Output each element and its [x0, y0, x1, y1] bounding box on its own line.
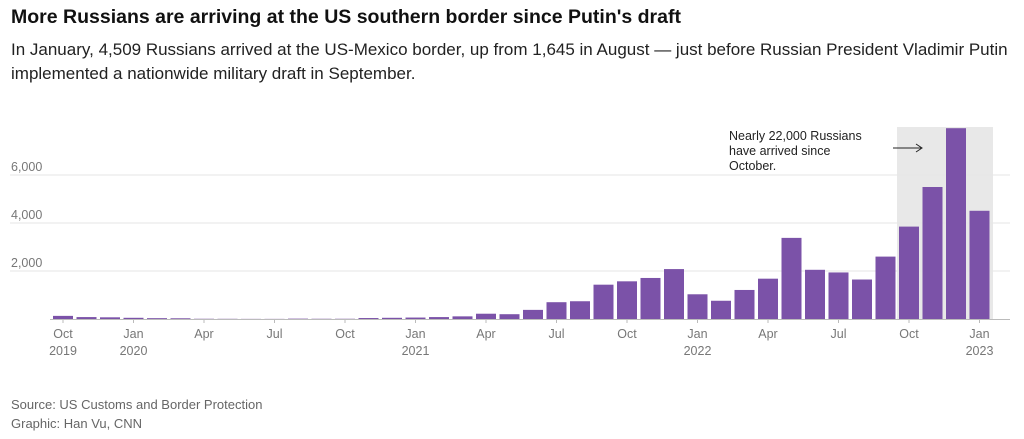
x-tick-label: Jan	[969, 327, 989, 341]
bar	[852, 279, 872, 319]
x-tick-label: Oct	[335, 327, 355, 341]
bar	[946, 128, 966, 319]
x-tick-year-label: 2019	[49, 344, 77, 358]
annotation-line: have arrived since	[729, 144, 830, 158]
annotation-arrowhead	[915, 143, 923, 153]
bar	[899, 226, 919, 319]
x-tick-label: Apr	[758, 327, 777, 341]
annotation-line: October.	[729, 159, 776, 173]
x-tick-label: Jan	[123, 327, 143, 341]
bar	[640, 277, 661, 319]
bar	[922, 187, 943, 319]
bar	[570, 301, 590, 319]
bar	[828, 272, 849, 319]
bar	[758, 278, 778, 319]
bar	[546, 302, 567, 319]
bar	[781, 237, 802, 319]
bar	[452, 316, 473, 319]
chart-title: More Russians are arriving at the US sou…	[11, 6, 681, 28]
bar	[429, 317, 449, 319]
graphic-credit: Graphic: Han Vu, CNN	[11, 416, 143, 431]
x-tick-label: Oct	[617, 327, 637, 341]
chart-subtitle: In January, 4,509 Russians arrived at th…	[11, 40, 1008, 83]
bar	[875, 256, 896, 319]
x-tick-label: Jul	[267, 327, 283, 341]
y-tick-label: 6,000	[11, 160, 42, 174]
x-tick-label: Apr	[476, 327, 495, 341]
bar	[382, 317, 402, 319]
bar	[664, 269, 684, 319]
bar	[76, 317, 97, 319]
bar	[123, 317, 144, 319]
bar	[405, 317, 426, 319]
x-tick-label: Apr	[194, 327, 213, 341]
bar	[499, 314, 520, 319]
x-tick-label: Jan	[687, 327, 707, 341]
x-tick-label: Jul	[831, 327, 847, 341]
x-tick-label: Oct	[899, 327, 919, 341]
y-tick-label: 4,000	[11, 208, 42, 222]
x-tick-label: Jan	[405, 327, 425, 341]
bar	[969, 210, 990, 319]
bar	[523, 309, 543, 319]
y-tick-label: 2,000	[11, 256, 42, 270]
bar	[711, 300, 731, 319]
bar	[617, 281, 637, 319]
bar	[687, 294, 708, 319]
x-tick-year-label: 2022	[684, 344, 712, 358]
bar	[147, 318, 167, 319]
annotation-line: Nearly 22,000 Russians	[729, 129, 862, 143]
bar	[358, 318, 379, 319]
bar	[805, 269, 825, 319]
bar	[100, 317, 120, 319]
x-tick-label: Oct	[53, 327, 73, 341]
x-tick-label: Jul	[549, 327, 565, 341]
bar	[593, 284, 614, 319]
x-tick-year-label: 2021	[402, 344, 430, 358]
source-note: Source: US Customs and Border Protection	[11, 397, 263, 412]
bar	[170, 318, 191, 319]
bar	[734, 289, 755, 319]
bar	[476, 313, 496, 319]
x-tick-year-label: 2023	[966, 344, 994, 358]
bar	[53, 315, 73, 319]
x-tick-year-label: 2020	[120, 344, 148, 358]
